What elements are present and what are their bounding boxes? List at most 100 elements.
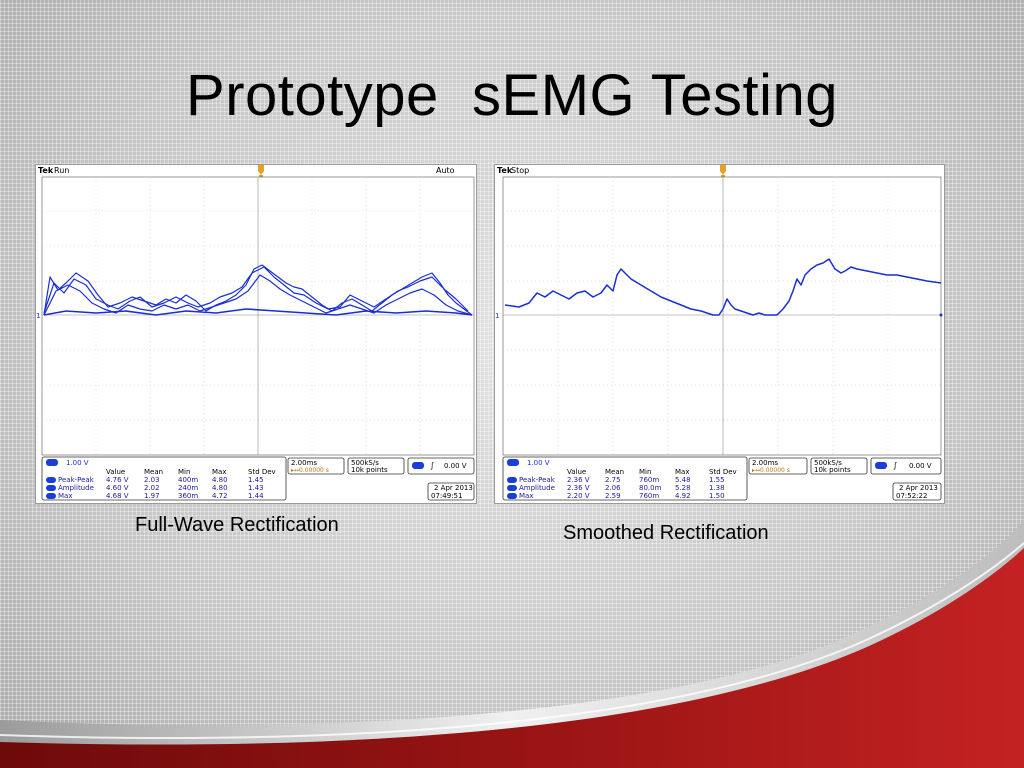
channel1-ground-marker: 1	[495, 312, 499, 320]
column-header-mean: Mean	[605, 468, 624, 476]
brand-label: Tek	[497, 166, 513, 175]
trigger-level: 0.00 V	[444, 462, 467, 470]
row-mean: 2.03	[144, 476, 160, 484]
acquisition-box	[810, 457, 868, 475]
channel1-indicator-icon	[46, 485, 56, 491]
table-row: Max 2.20 V 2.59 760m 4.92 1.50	[507, 492, 725, 500]
acquisition-box	[347, 457, 405, 475]
record-length: 10k points	[351, 466, 388, 474]
run-status: Run	[54, 166, 69, 175]
column-header-std-dev: Std Dev	[709, 468, 737, 476]
timebase-box	[287, 457, 345, 475]
rising-edge-icon: ∫	[430, 461, 434, 470]
brand-label: Tek	[38, 166, 54, 175]
trigger-level: 0.00 V	[909, 462, 932, 470]
graticule	[41, 176, 475, 456]
sample-rate: 500kS/s	[351, 459, 379, 467]
table-row: Max 4.68 V 1.97 360m 4.72 1.44	[46, 492, 264, 500]
row-value: 2.36 V	[567, 476, 590, 484]
oscilloscope-screenshot-full-wave: Tek Run Auto 1 1.00	[35, 164, 477, 504]
rising-edge-icon: ∫	[893, 461, 897, 470]
column-header-max: Max	[212, 468, 226, 476]
channel1-indicator-icon	[46, 493, 56, 499]
oscilloscope-screenshot-smoothed: Tek Stop 1 1.00 V Value Mean Mi	[494, 164, 945, 504]
slide-title: Prototype sEMG Testing	[186, 63, 838, 128]
row-label: Amplitude	[58, 484, 94, 492]
channel1-indicator-icon	[507, 493, 517, 499]
column-header-value: Value	[567, 468, 586, 476]
emg-trace-smoothed	[504, 258, 942, 316]
table-row: Amplitude 4.60 V 2.02 240m 4.80 1.43	[46, 484, 264, 492]
row-mean: 2.06	[605, 484, 621, 492]
timebase: 2.00ms	[752, 459, 778, 467]
row-min: 360m	[178, 492, 198, 500]
caption-smoothed: Smoothed Rectification	[563, 522, 769, 544]
row-mean: 1.97	[144, 492, 160, 500]
row-std-dev: 1.45	[248, 476, 264, 484]
row-min: 80.0m	[639, 484, 662, 492]
row-max: 5.28	[675, 484, 691, 492]
run-status: Stop	[511, 166, 529, 175]
trigger-position: ▸↔0.00000 s	[291, 467, 329, 474]
row-value: 2.36 V	[567, 484, 590, 492]
row-min: 760m	[639, 492, 659, 500]
row-label: Max	[58, 492, 72, 500]
capture-time: 07:49:51	[431, 492, 462, 500]
row-std-dev: 1.38	[709, 484, 725, 492]
column-header-min: Min	[639, 468, 651, 476]
table-row: Peak-Peak 2.36 V 2.75 760m 5.48 1.55	[507, 476, 725, 484]
trace-end-marker	[939, 313, 943, 317]
row-std-dev: 1.55	[709, 476, 725, 484]
caption-full-wave: Full-Wave Rectification	[135, 514, 339, 536]
capture-date: 2 Apr 2013	[899, 484, 938, 492]
measurement-panel	[41, 456, 287, 501]
row-std-dev: 1.43	[248, 484, 264, 492]
row-mean: 2.59	[605, 492, 621, 500]
row-std-dev: 1.50	[709, 492, 725, 500]
row-max: 5.48	[675, 476, 691, 484]
row-min: 400m	[178, 476, 198, 484]
row-value: 4.60 V	[106, 484, 129, 492]
row-mean: 2.02	[144, 484, 160, 492]
row-std-dev: 1.44	[248, 492, 264, 500]
channel1-indicator-icon	[507, 477, 517, 483]
sample-rate: 500kS/s	[814, 459, 842, 467]
channel1-indicator-icon	[507, 485, 517, 491]
channel1-indicator-icon	[46, 459, 58, 466]
column-header-max: Max	[675, 468, 689, 476]
timestamp-box	[892, 482, 942, 501]
graticule	[502, 176, 942, 456]
scope-display: Tek Run Auto 1 1.00	[36, 165, 475, 501]
trigger-source-icon	[875, 462, 887, 469]
row-max: 4.80	[212, 484, 228, 492]
timebase: 2.00ms	[291, 459, 317, 467]
row-value: 4.68 V	[106, 492, 129, 500]
channel-scale: 1.00 V	[527, 459, 550, 467]
trigger-box	[870, 457, 942, 475]
trigger-mode: Auto	[436, 166, 455, 175]
row-label: Amplitude	[519, 484, 555, 492]
row-max: 4.92	[675, 492, 691, 500]
emg-trace-full-wave	[43, 264, 473, 316]
record-length: 10k points	[814, 466, 851, 474]
row-min: 240m	[178, 484, 198, 492]
row-min: 760m	[639, 476, 659, 484]
channel-scale: 1.00 V	[66, 459, 89, 467]
row-label: Peak-Peak	[519, 476, 556, 484]
row-max: 4.72	[212, 492, 228, 500]
column-header-std-dev: Std Dev	[248, 468, 276, 476]
column-header-mean: Mean	[144, 468, 163, 476]
channel1-ground-marker: 1	[36, 312, 40, 320]
capture-date: 2 Apr 2013	[434, 484, 473, 492]
trigger-source-icon	[412, 462, 424, 469]
row-max: 4.80	[212, 476, 228, 484]
scope-display: Tek Stop 1 1.00 V Value Mean Mi	[495, 165, 943, 501]
trigger-position-icon	[720, 165, 726, 175]
channel1-indicator-icon	[46, 477, 56, 483]
capture-time: 07:52:22	[896, 492, 927, 500]
row-label: Peak-Peak	[58, 476, 95, 484]
row-value: 2.20 V	[567, 492, 590, 500]
trigger-position: ▸↔0.00000 s	[752, 467, 790, 474]
row-value: 4.76 V	[106, 476, 129, 484]
